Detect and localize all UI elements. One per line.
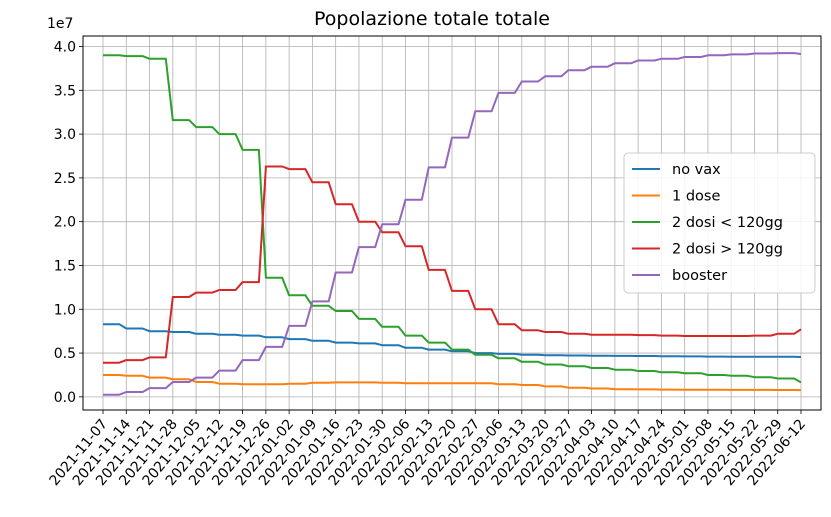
legend-label: 2 dosi > 120gg — [672, 242, 783, 258]
y-tick-label: 0.0 — [54, 390, 76, 406]
legend-box — [623, 152, 816, 294]
series-line — [103, 323, 802, 358]
y-tick-label: 2.0 — [54, 215, 76, 231]
series-layer — [103, 52, 802, 396]
y-tick-label: 4.0 — [54, 40, 76, 56]
y-tick-label: 1.0 — [54, 302, 76, 318]
y-axis: 0.0 0.5 1.0 1.5 2.0 2.5 3.0 3.5 4.0 — [54, 40, 83, 406]
legend-label: no vax — [672, 162, 721, 178]
series-line — [103, 52, 802, 396]
y-tick-label: 0.5 — [54, 346, 76, 362]
y-tick-label: 3.0 — [54, 127, 76, 143]
legend-label: 1 dose — [672, 189, 720, 205]
x-axis: 2021-11-072021-11-142021-11-212021-11-28… — [47, 410, 809, 489]
y-tick-label: 2.5 — [54, 171, 76, 187]
legend: no vax 1 dose 2 dosi < 120gg 2 dosi > 120gg… — [623, 152, 816, 294]
y-offset-label: 1e7 — [47, 16, 73, 32]
series-line — [103, 54, 802, 384]
y-tick-label: 3.5 — [54, 83, 76, 99]
chart-title: Popolazione totale totale — [314, 8, 550, 30]
series-line — [103, 165, 802, 364]
series-line — [103, 374, 802, 392]
legend-label: booster — [672, 268, 727, 284]
y-tick-label: 1.5 — [54, 258, 76, 274]
legend-label: 2 dosi < 120gg — [672, 215, 783, 231]
